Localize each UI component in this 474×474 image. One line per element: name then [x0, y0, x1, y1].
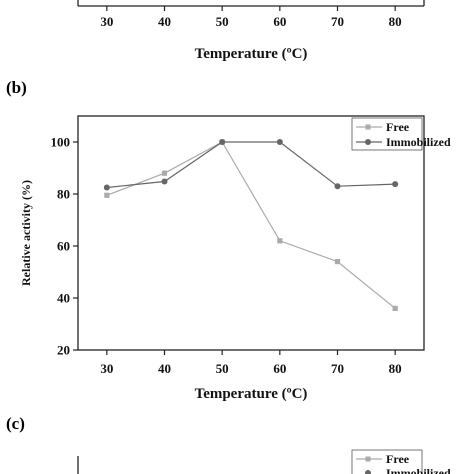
data-point-free	[392, 305, 398, 311]
chart-b-x-tick-label: 80	[389, 361, 402, 376]
panel-b-label: (b)	[6, 78, 27, 97]
chart-b-y-axis-title: Relative activity (%)	[19, 180, 33, 286]
chart-b-legend: Free Immobilized	[351, 117, 451, 151]
chart-b-y-tick-label: 20	[57, 343, 70, 358]
chart-a-x-tick-label: 70	[331, 14, 344, 29]
c-legend-free-marker	[365, 456, 371, 462]
chart-a-x-tick-label: 80	[389, 14, 402, 29]
series-line-immobilized	[106, 141, 396, 189]
data-point-immobilized	[103, 184, 110, 191]
chart-c-legend-box	[351, 449, 423, 474]
chart-b-x-tick-label: 70	[331, 361, 344, 376]
c-legend-immobilized-label: Immobilized	[386, 466, 451, 474]
chart-b-y-tick-label: 100	[51, 135, 71, 150]
legend-immobilized-label: Immobilized	[386, 135, 451, 149]
data-point-free	[161, 170, 168, 176]
chart-b-x-tick-label: 40	[158, 361, 171, 376]
data-point-immobilized	[276, 139, 283, 145]
data-point-immobilized	[392, 181, 399, 188]
data-point-immobilized	[161, 178, 168, 185]
chart-c-legend: Free Immobilized	[351, 449, 451, 474]
data-point-free	[334, 259, 341, 265]
chart-b-y-ticks: 20 40 60 80 100	[51, 135, 78, 358]
c-legend-immobilized-marker	[365, 470, 371, 474]
chart-b-x-ticks: 30 40 50 60 70 80	[100, 350, 402, 376]
chart-b-plot-frame	[77, 115, 425, 351]
data-point-free	[104, 192, 110, 198]
chart-b-y-tick-label: 60	[57, 239, 70, 254]
data-point-free	[277, 238, 283, 244]
series-line-free	[106, 141, 396, 309]
chart-b-x-axis-title: Temperature (ºC)	[195, 386, 308, 402]
legend-free-label: Free	[386, 120, 410, 134]
chart-c: Free Immobilized	[77, 449, 451, 474]
data-point-immobilized	[219, 139, 226, 145]
chart-a-x-tick-label: 30	[100, 14, 113, 29]
chart-b-y-tick-label: 80	[57, 187, 70, 202]
chart-a: 30 40 50 60 70 80 Temperature (ºC)	[77, 0, 425, 62]
legend-free-marker	[365, 124, 371, 130]
chart-a-x-ticks: 30 40 50 60 70 80	[100, 6, 402, 29]
chart-b-y-tick-label: 40	[57, 291, 70, 306]
chart-b-x-tick-label: 30	[100, 361, 113, 376]
data-point-immobilized	[334, 183, 341, 190]
chart-b-series	[103, 139, 399, 311]
c-legend-free-label: Free	[386, 452, 410, 466]
panel-c-label: (c)	[6, 414, 25, 433]
chart-b-x-tick-label: 60	[273, 361, 286, 376]
chart-a-x-tick-label: 50	[216, 14, 229, 29]
chart-b: Relative activity (%) 20 40 60 80 100 30 40 50…	[19, 115, 451, 402]
chart-a-x-tick-label: 40	[158, 14, 171, 29]
chart-a-x-tick-label: 60	[273, 14, 286, 29]
chart-a-x-axis-title: Temperature (ºC)	[195, 46, 308, 62]
chart-b-legend-box	[351, 117, 423, 151]
legend-immobilized-marker	[365, 139, 371, 145]
chart-b-x-tick-label: 50	[216, 361, 229, 376]
